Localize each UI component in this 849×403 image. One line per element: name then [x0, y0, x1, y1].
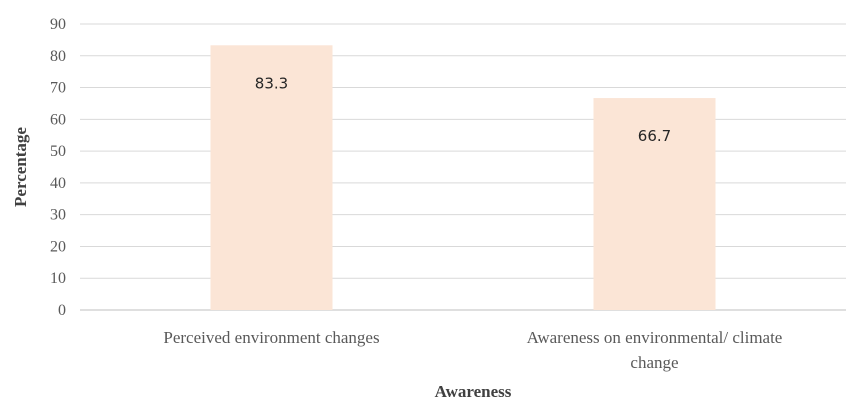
bar	[593, 98, 716, 310]
category-label: change	[630, 353, 678, 372]
y-axis-title: Percentage	[11, 127, 30, 207]
y-tick-label: 0	[58, 302, 66, 319]
y-tick-label: 60	[50, 111, 66, 128]
y-tick-label: 30	[50, 207, 66, 224]
y-tick-label: 20	[50, 238, 66, 255]
x-axis-title: Awareness	[435, 382, 512, 401]
data-labels: 83.3 66.7	[255, 74, 671, 145]
y-tick-label: 50	[50, 143, 66, 160]
category-label: Awareness on environmental/ climate	[527, 328, 783, 347]
category-label: Perceived environment changes	[163, 328, 379, 347]
bars	[210, 45, 716, 311]
x-axis-categories: Perceived environment changes Awareness o…	[163, 328, 782, 372]
y-axis-ticks: 0 10 20 30 40 50 60 70 80 90	[50, 16, 66, 319]
y-tick-label: 40	[50, 175, 66, 192]
gridlines	[80, 23, 846, 311]
y-tick-label: 70	[50, 80, 66, 97]
bar	[210, 45, 333, 311]
data-label: 66.7	[638, 127, 671, 145]
data-label: 83.3	[255, 74, 288, 92]
y-tick-label: 10	[50, 270, 66, 287]
y-tick-label: 80	[50, 48, 66, 65]
y-tick-label: 90	[50, 16, 66, 33]
